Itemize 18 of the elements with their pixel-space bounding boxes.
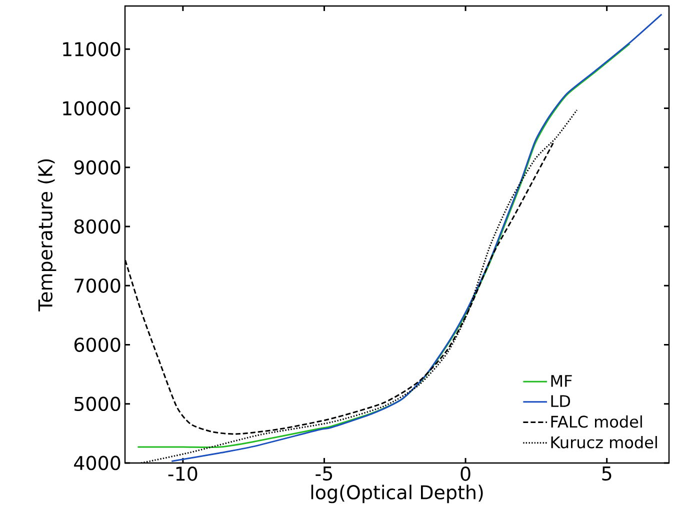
y-tick-label: 9000 [74,160,120,175]
y-tick-label: 4000 [74,456,120,470]
x-tick-label: -10 [168,466,198,481]
legend-label: FALC model [551,415,642,428]
y-tick-label: 6000 [74,338,120,352]
y-tick-label: 8000 [74,219,120,234]
legend-label: MF [551,375,572,387]
legend-label: LD [551,395,570,407]
y-tick-label: 7000 [74,278,120,293]
y-axis-title: Temperature (K) [38,159,56,312]
y-tick-label: 10000 [63,101,120,116]
x-tick-label: 0 [460,466,470,481]
x-tick-label: 5 [602,466,612,481]
x-tick-label: -5 [316,466,332,481]
x-axis-title: log(Optical Depth) [311,484,483,504]
y-tick-label: 11000 [63,42,120,56]
y-tick-label: 5000 [74,396,120,412]
legend-label: Kurucz model [551,436,657,448]
